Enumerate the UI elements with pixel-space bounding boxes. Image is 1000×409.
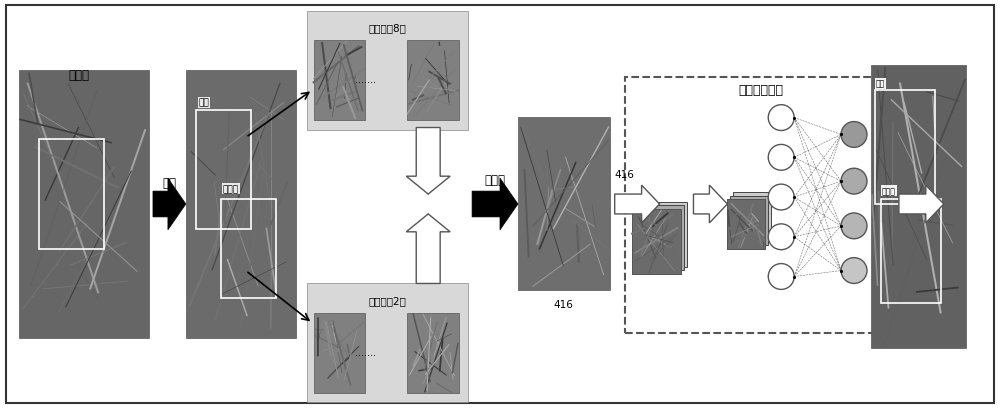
Bar <box>635 206 684 270</box>
Bar <box>314 41 365 120</box>
Bar <box>221 200 276 299</box>
FancyBboxPatch shape <box>307 12 468 130</box>
Bar <box>407 41 459 120</box>
Text: 测试集（2）: 测试集（2） <box>368 296 406 306</box>
Text: 纸皮: 纸皮 <box>199 99 210 108</box>
Bar <box>881 200 941 303</box>
Polygon shape <box>406 128 450 195</box>
Bar <box>196 110 251 229</box>
Bar <box>733 193 771 242</box>
Circle shape <box>841 258 867 284</box>
Bar <box>871 66 966 348</box>
Text: 预处理: 预处理 <box>485 173 506 186</box>
Circle shape <box>841 213 867 239</box>
Text: 416: 416 <box>615 170 635 180</box>
Bar <box>518 117 610 291</box>
Bar <box>730 196 768 246</box>
Bar <box>314 313 365 393</box>
Polygon shape <box>406 214 450 284</box>
Text: 塑料瓶: 塑料瓶 <box>882 187 896 196</box>
Text: 416: 416 <box>554 299 574 310</box>
Circle shape <box>768 224 794 250</box>
Bar <box>19 71 149 338</box>
Polygon shape <box>472 179 518 230</box>
Text: 标注: 标注 <box>162 176 176 189</box>
Polygon shape <box>693 186 727 223</box>
Bar <box>727 200 765 249</box>
Circle shape <box>841 169 867 195</box>
Text: 纸皮: 纸皮 <box>876 80 885 89</box>
Bar <box>638 202 687 267</box>
FancyBboxPatch shape <box>625 78 896 333</box>
Bar <box>875 90 935 204</box>
Bar <box>632 209 681 274</box>
Text: 训练集（8）: 训练集（8） <box>368 23 406 33</box>
FancyBboxPatch shape <box>6 7 994 402</box>
Text: .......: ....... <box>355 347 376 357</box>
Circle shape <box>841 122 867 148</box>
Text: 图像库: 图像库 <box>69 69 90 82</box>
Bar <box>632 209 681 274</box>
FancyBboxPatch shape <box>307 284 468 402</box>
Text: .......: ....... <box>355 75 376 85</box>
Text: 目标检测模型: 目标检测模型 <box>739 84 784 97</box>
Circle shape <box>768 185 794 211</box>
Circle shape <box>768 264 794 290</box>
Bar <box>39 140 104 249</box>
Bar <box>186 71 296 338</box>
Polygon shape <box>899 186 944 223</box>
Bar <box>727 200 765 249</box>
Circle shape <box>768 145 794 171</box>
Bar <box>407 313 459 393</box>
Polygon shape <box>615 186 660 223</box>
Circle shape <box>768 106 794 131</box>
Polygon shape <box>153 179 186 230</box>
Text: 塑料瓶: 塑料瓶 <box>223 184 239 193</box>
